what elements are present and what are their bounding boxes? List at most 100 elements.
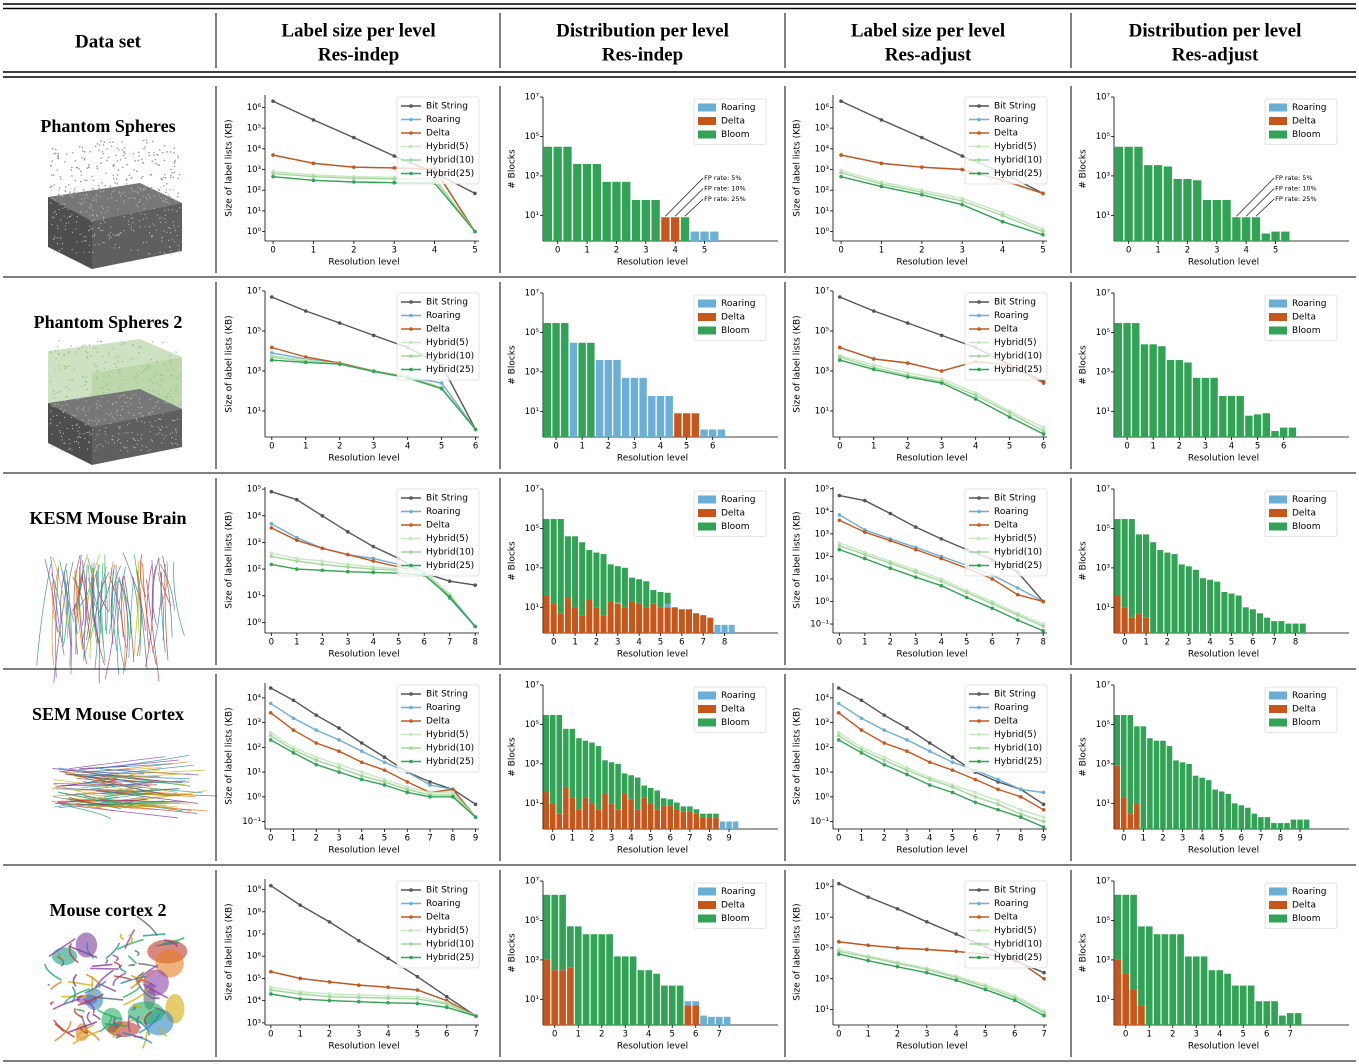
thumbnail-dot xyxy=(80,346,83,348)
bar-segment xyxy=(1114,519,1121,596)
series-marker xyxy=(939,537,944,541)
bar-segment xyxy=(650,590,657,604)
thumbnail-dot xyxy=(156,433,158,435)
series-marker xyxy=(960,199,965,203)
bar-segment xyxy=(1183,178,1192,241)
thumbnail-dot xyxy=(60,450,63,452)
series-marker xyxy=(298,903,302,907)
thumbnail-dot xyxy=(55,369,57,371)
y-tick-label: 10¹ xyxy=(815,206,829,216)
thumbnail-dot xyxy=(160,396,162,398)
thumbnail-dot xyxy=(85,400,87,402)
thumbnail-dot xyxy=(112,164,115,166)
dataset-name: Phantom Spheres 2 xyxy=(34,312,183,332)
series-marker xyxy=(439,386,444,391)
thumbnail-dot xyxy=(91,228,93,230)
thumbnail-dot xyxy=(177,156,179,159)
series-marker xyxy=(345,562,350,567)
thumbnail-dot xyxy=(112,165,115,168)
series-marker xyxy=(882,741,887,745)
thumbnail-dot xyxy=(70,188,72,190)
series-marker xyxy=(920,190,924,195)
thumbnail-dot xyxy=(112,177,115,180)
thumbnail-dot xyxy=(105,427,107,429)
thumbnail-dot xyxy=(128,223,130,226)
thumbnail-dot xyxy=(149,197,152,199)
x-tick-label: 6 xyxy=(1012,1030,1017,1040)
series-marker xyxy=(925,919,929,924)
thumbnail-fiber xyxy=(59,560,67,646)
x-tick-label: 7 xyxy=(473,1030,478,1040)
thumbnail-dot xyxy=(121,341,123,344)
x-axis-label: Resolution level xyxy=(896,454,967,464)
annotation-leader xyxy=(1255,198,1275,217)
x-tick-label: 3 xyxy=(939,442,944,452)
x-tick-label: 8 xyxy=(1293,638,1298,648)
bar-segment xyxy=(706,813,713,818)
x-tick-label: 5 xyxy=(1273,246,1278,256)
x-tick-label: 7 xyxy=(427,834,432,844)
thumbnail-fiber xyxy=(86,941,95,959)
bar-segment xyxy=(1143,617,1150,633)
thumbnail-dot xyxy=(130,403,132,405)
thumbnail-dot xyxy=(89,207,91,209)
thumbnail-dot xyxy=(142,188,144,190)
thumbnail-dot xyxy=(73,193,76,196)
legend-label: Bloom xyxy=(1292,718,1320,728)
thumbnail-dot xyxy=(72,231,74,233)
y-tick-label: 10⁵ xyxy=(525,328,539,338)
thumbnail-fiber xyxy=(66,788,180,796)
x-axis-label: Resolution level xyxy=(1188,650,1259,660)
legend-swatch xyxy=(698,495,716,504)
series-marker xyxy=(303,309,308,313)
thumbnail-dot xyxy=(57,157,59,160)
y-tick-label: 10⁴ xyxy=(247,693,262,703)
thumbnail-dot xyxy=(169,245,171,248)
legend-swatch xyxy=(698,313,716,321)
legend-label: Roaring xyxy=(426,899,461,909)
thumbnail-dot xyxy=(153,151,155,154)
thumbnail-dot xyxy=(86,211,88,213)
thumbnail-dot xyxy=(160,429,162,431)
bar-segment xyxy=(1207,579,1214,633)
y-tick-label: 10² xyxy=(247,743,261,753)
legend-label: Bloom xyxy=(1292,130,1320,140)
thumbnail-fiber xyxy=(145,559,154,667)
thumbnail-dot xyxy=(117,169,119,171)
dataset-name: Phantom Spheres xyxy=(40,116,175,136)
thumbnail-dot xyxy=(169,151,172,153)
thumbnail-dot xyxy=(96,406,98,408)
thumbnail-fiber xyxy=(129,577,135,640)
bar-segment xyxy=(1178,564,1185,633)
series-line xyxy=(270,739,477,818)
thumbnail-dot xyxy=(156,360,158,362)
thumbnail-dot xyxy=(158,418,161,420)
thumbnail-fiber xyxy=(48,937,76,958)
thumbnail-dot xyxy=(113,442,116,444)
series-marker xyxy=(905,371,910,375)
bar-segment xyxy=(1114,595,1121,633)
legend-swatch xyxy=(409,300,413,304)
thumbnail-dot xyxy=(115,234,118,237)
thumbnail-dot xyxy=(119,158,122,161)
thumbnail-dot xyxy=(55,358,57,360)
y-axis-label: # Blocks xyxy=(1079,737,1089,777)
thumbnail-dot xyxy=(119,426,121,429)
thumbnail-dot xyxy=(166,395,168,398)
x-tick-label: 3 xyxy=(609,834,614,844)
legend-label: Bit String xyxy=(426,690,468,700)
x-axis-label: Resolution level xyxy=(896,1042,967,1052)
thumbnail-dot xyxy=(109,185,112,187)
bar-segment xyxy=(700,429,708,437)
thumbnail-dot xyxy=(68,351,70,353)
thumbnail-dot xyxy=(72,427,74,430)
thumbnail-dot xyxy=(128,191,131,193)
legend-label: Hybrid(25) xyxy=(426,953,474,963)
thumbnail-dot xyxy=(174,241,176,243)
thumbnail-dot xyxy=(75,351,77,353)
series-marker xyxy=(1000,213,1005,218)
series-marker xyxy=(895,946,900,950)
bar-segment xyxy=(1292,623,1299,633)
y-tick-label: 10⁵ xyxy=(525,524,539,534)
thumbnail-fiber xyxy=(108,561,114,611)
